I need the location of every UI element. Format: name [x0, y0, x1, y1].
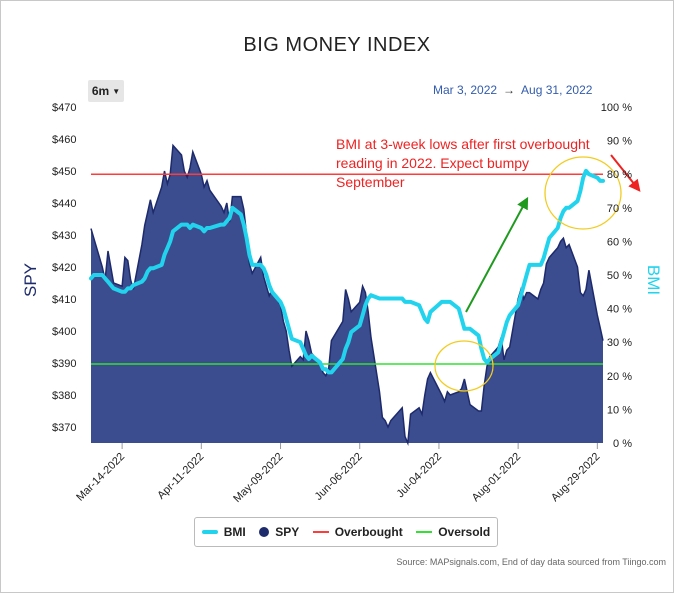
highlight-circle-high	[544, 156, 622, 230]
legend-item-overbought[interactable]: Overbought	[312, 525, 403, 539]
legend: BMI SPY Overbought Oversold	[194, 517, 498, 547]
date-range: Mar 3, 2022 → Aug 31, 2022	[433, 83, 592, 97]
y-right-tick-label: 70 %	[607, 203, 632, 215]
y-left-tick-label: $430	[52, 230, 76, 242]
x-tick-label: Aug-01-2022	[470, 451, 523, 504]
oversold-swatch	[416, 531, 433, 533]
chevron-down-icon: ▼	[112, 86, 121, 96]
y-left-axis-title: SPY	[21, 263, 40, 297]
x-tick-label: Jun-06-2022	[313, 451, 365, 503]
annotation-line-2: reading in 2022. Expect bumpy	[336, 155, 529, 171]
y-left-tick-label: $460	[52, 134, 76, 146]
x-tick-label: Jul-04-2022	[394, 451, 444, 501]
green-arrow	[465, 196, 529, 313]
y-left-tick-label: $390	[52, 358, 76, 370]
y-right-tick-label: 10 %	[607, 404, 632, 416]
annotation-line-1: BMI at 3-week lows after first overbough…	[336, 136, 590, 152]
legend-label-overbought: Overbought	[334, 525, 403, 539]
y-right-tick-label: 40 %	[607, 304, 632, 316]
y-right-tick-label: 50 %	[607, 270, 632, 282]
legend-item-oversold[interactable]: Oversold	[416, 525, 490, 539]
y-left-tick-label: $400	[52, 326, 76, 338]
y-left-tick-label: $420	[52, 262, 76, 274]
x-tick-label: Mar-14-2022	[74, 451, 127, 504]
legend-item-bmi[interactable]: BMI	[201, 525, 246, 539]
y-left-tick-label: $440	[52, 198, 76, 210]
y-left-tick-label: $450	[52, 166, 76, 178]
y-right-tick-label: 90 %	[607, 136, 632, 148]
date-range-to[interactable]: Aug 31, 2022	[521, 83, 593, 97]
red-arrow	[610, 154, 641, 192]
spy-swatch	[259, 527, 270, 537]
source-credit: Source: MAPsignals.com, End of day data …	[396, 557, 666, 567]
legend-label-spy: SPY	[275, 525, 300, 539]
y-left-tick-label: $470	[52, 102, 76, 114]
y-right-tick-label: 30 %	[607, 337, 632, 349]
y-left-tick-label: $410	[52, 294, 76, 306]
x-tick-label: Aug-29-2022	[549, 451, 602, 504]
range-selector-button[interactable]: 6m ▼	[88, 80, 124, 102]
chart-title: BIG MONEY INDEX	[243, 34, 431, 56]
date-range-from[interactable]: Mar 3, 2022	[433, 83, 498, 97]
highlight-circle-low	[434, 340, 494, 392]
legend-label-oversold: Oversold	[438, 525, 491, 539]
range-selector-label: 6m	[91, 84, 110, 98]
y-right-tick-label: 60 %	[607, 236, 632, 248]
y-left-tick-label: $370	[52, 422, 76, 434]
date-range-arrow: →	[503, 83, 516, 97]
y-right-tick-label: 80 %	[607, 169, 632, 181]
y-left-tick-label: $380	[52, 390, 76, 402]
y-right-axis-title: BMI	[644, 265, 663, 295]
x-tick-label: May-09-2022	[231, 451, 285, 505]
x-tick-label: Apr-11-2022	[155, 451, 206, 502]
legend-label-bmi: BMI	[223, 525, 246, 539]
y-right-tick-label: 20 %	[607, 371, 632, 383]
legend-item-spy[interactable]: SPY	[259, 525, 299, 539]
overbought-swatch	[312, 531, 329, 533]
bmi-line	[89, 168, 605, 375]
annotation-line-3: September	[336, 174, 405, 190]
bmi-swatch	[201, 530, 218, 534]
y-right-tick-label: 100 %	[601, 102, 632, 114]
y-right-tick-label: 0 %	[613, 438, 632, 450]
